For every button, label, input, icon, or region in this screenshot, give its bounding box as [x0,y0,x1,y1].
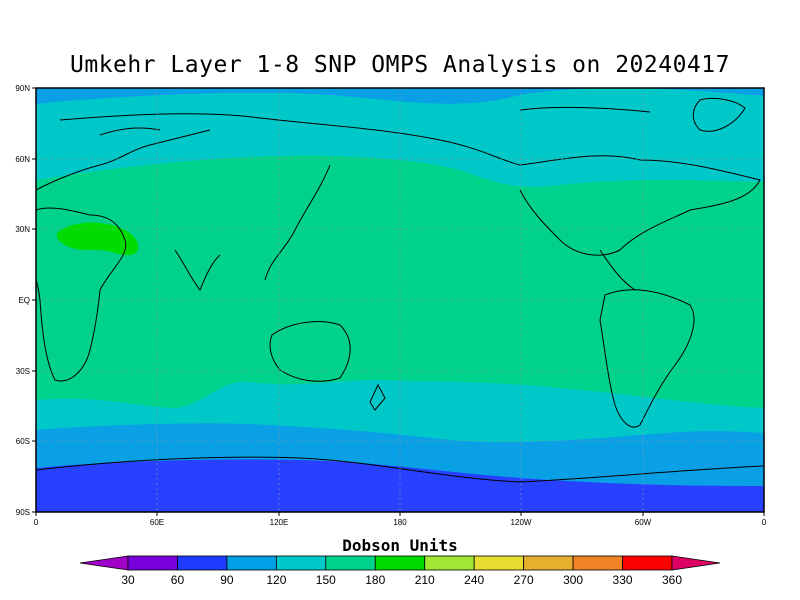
lat-label-90s: 90S [16,508,30,517]
colorbar-tick-label: 120 [266,573,286,587]
colorbar-swatch [177,555,228,571]
colorbar-swatch [127,555,178,571]
lat-label-60n: 60N [15,155,30,164]
colorbar-tick-label: 360 [662,573,682,587]
colorbar-tick-label: 270 [514,573,534,587]
axis-ticks [32,87,765,516]
colorbar-swatch [374,555,426,571]
colorbar-tick-label: 30 [121,573,135,587]
colorbar-swatch [424,555,475,571]
colorbar-swatch [325,555,376,571]
colorbar-tick-label: 330 [613,573,633,587]
colorbar-tick-label: 150 [316,573,336,587]
colorbar-tick-label: 180 [365,573,385,587]
lon-label-60e: 60E [150,518,164,527]
lat-label-eq: EQ [18,296,30,305]
colorbar-swatch [622,555,673,571]
band-150-180 [36,155,764,409]
lon-label-0: 0 [34,518,39,527]
colorbar-over-triangle [671,555,721,571]
colorbar-swatch [523,555,574,571]
colorbar-labels: 30 60 90 120 150 180 210 240 270 300 330 360 [121,573,682,587]
colorbar [79,555,721,571]
colorbar-title: Dobson Units [342,536,458,555]
lon-labels: 0 60E 120E 180 120W 60W 0 [34,518,767,527]
lon-label-180: 180 [393,518,407,527]
chart-title: Umkehr Layer 1-8 SNP OMPS Analysis on 20… [70,52,730,78]
lat-labels: 90N 60N 30N EQ 30S 60S 90S [15,84,30,517]
lon-label-120e: 120E [270,518,289,527]
gridlines [36,88,764,512]
lat-label-90n: 90N [15,84,30,93]
colorbar-tick-label: 300 [563,573,583,587]
lon-label-60w: 60W [635,518,652,527]
colorbar-tick-label: 210 [415,573,435,587]
coastlines [36,97,764,483]
colorbar-swatch [473,555,525,571]
lon-label-120w: 120W [511,518,532,527]
colorbar-swatch [226,555,277,571]
band-60-90 [36,459,764,512]
colorbar-swatch [572,555,623,571]
lon-label-0-right: 0 [762,518,767,527]
band-180-210-patch [56,222,139,256]
colorbar-swatch [275,555,327,571]
colorbar-tick-label: 60 [171,573,185,587]
colorbar-tick-label: 90 [220,573,234,587]
lat-label-30n: 30N [15,225,30,234]
lat-label-60s: 60S [16,437,30,446]
lat-label-30s: 30S [16,367,30,376]
colorbar-tick-label: 240 [464,573,484,587]
colorbar-under-triangle [79,555,129,571]
